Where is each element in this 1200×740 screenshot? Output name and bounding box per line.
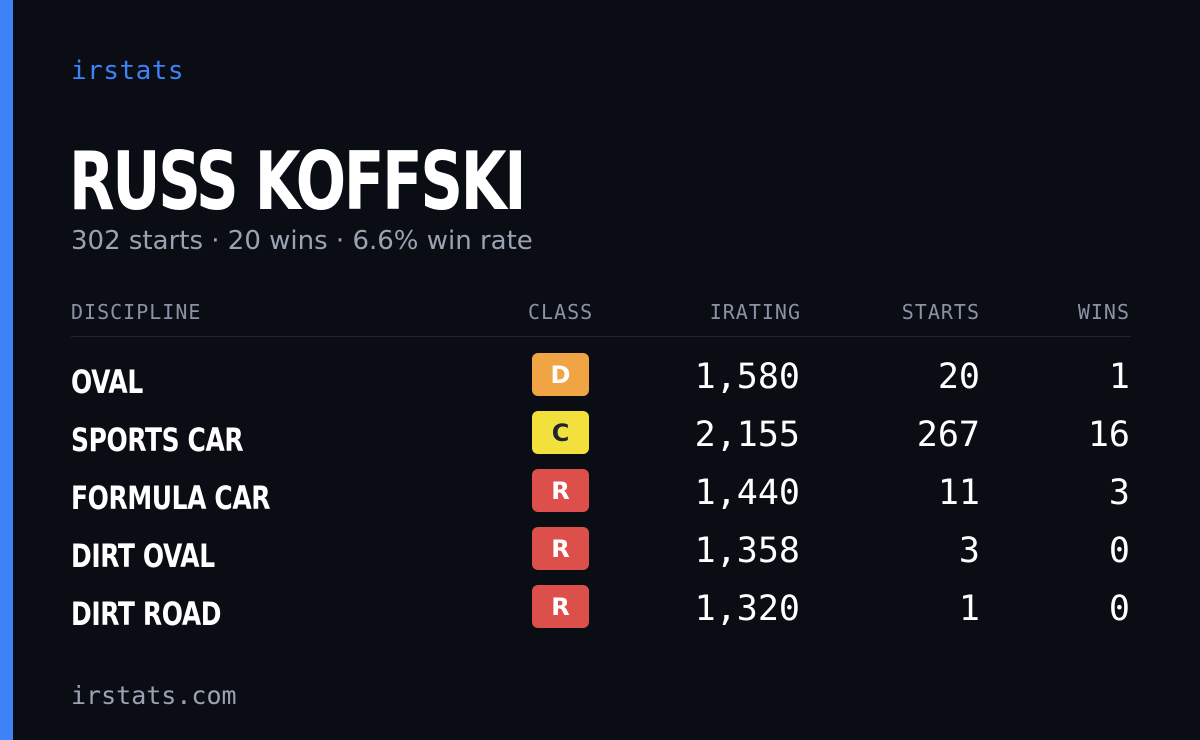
table-header: DISCIPLINE CLASS IRATING STARTS WINS [71,298,1131,337]
starts-value: 267 [916,415,980,455]
wins-value: 1 [1108,357,1130,397]
starts-value: 3 [958,531,980,571]
starts-value: 1 [958,589,980,629]
class-badge: R [532,469,589,512]
discipline-label: SPORTS CAR [71,421,244,459]
class-badge: R [532,585,589,628]
irating-value: 1,320 [694,589,800,629]
discipline-label: DIRT ROAD [71,595,222,633]
wins-value: 3 [1108,473,1130,513]
table-row: OVAL D 1,580 20 1 [71,353,1131,411]
player-summary: 302 starts · 20 wins · 6.6% win rate [71,226,533,256]
class-badge: R [532,527,589,570]
header-discipline: DISCIPLINE [71,300,202,324]
table-row: FORMULA CAR R 1,440 11 3 [71,469,1131,527]
footer-url: irstats.com [71,681,237,710]
table-row: SPORTS CAR C 2,155 267 16 [71,411,1131,469]
starts-value: 11 [937,473,980,513]
irating-value: 2,155 [694,415,800,455]
table-row: DIRT ROAD R 1,320 1 0 [71,585,1131,643]
class-badge: C [532,411,589,454]
discipline-label: DIRT OVAL [71,537,215,575]
header-wins: WINS [1077,300,1130,324]
irating-value: 1,440 [694,473,800,513]
header-class: CLASS [528,300,594,324]
discipline-label: OVAL [71,363,143,401]
wins-value: 0 [1108,531,1130,571]
brand-logo: irstats [71,56,185,86]
table-body: OVAL D 1,580 20 1 SPORTS CAR C 2,155 267… [71,353,1131,643]
accent-bar [0,0,13,740]
table-row: DIRT OVAL R 1,358 3 0 [71,527,1131,585]
player-name: RUSS KOFFSKI [69,135,526,228]
wins-value: 16 [1087,415,1130,455]
discipline-label: FORMULA CAR [71,479,271,517]
header-irating: IRATING [709,300,801,324]
irating-value: 1,580 [694,357,800,397]
header-starts: STARTS [901,300,980,324]
irating-value: 1,358 [694,531,800,571]
stats-table: DISCIPLINE CLASS IRATING STARTS WINS OVA… [71,298,1131,643]
starts-value: 20 [937,357,980,397]
wins-value: 0 [1108,589,1130,629]
class-badge: D [532,353,589,396]
